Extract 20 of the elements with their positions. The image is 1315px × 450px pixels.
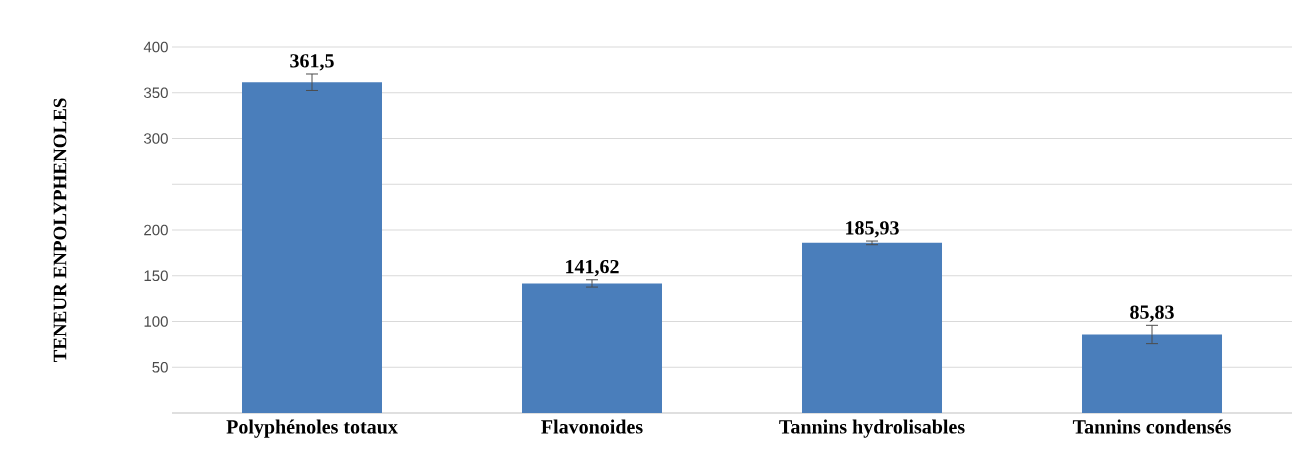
- y-tick-label: 100: [144, 316, 168, 327]
- y-tick-label: 200: [144, 224, 168, 236]
- bar: [802, 242, 943, 413]
- x-tick-label: Tannins condensés: [1072, 419, 1231, 434]
- data-label: 141,62: [566, 259, 619, 277]
- y-tick-label: 400: [143, 41, 168, 53]
- x-tick-label: Tannins hydrolisables: [779, 419, 965, 438]
- data-label: 185,93: [846, 221, 899, 238]
- data-label: 85,83: [1130, 305, 1174, 322]
- bar: [522, 283, 662, 413]
- y-tick-label: 50: [152, 361, 168, 373]
- bar: [1082, 334, 1223, 413]
- y-axis-title: TENEUR ENPOLYPHENOLES: [53, 98, 67, 363]
- y-tick-label: 350: [144, 87, 168, 99]
- bar: [242, 82, 382, 413]
- y-tick-label: 300: [144, 133, 168, 144]
- y-tick-label: 150: [144, 270, 168, 282]
- x-tick-label: Flavonoides: [541, 419, 643, 434]
- data-label: 361,5: [290, 54, 334, 71]
- x-tick-label: Polyphénoles totaux: [226, 419, 398, 438]
